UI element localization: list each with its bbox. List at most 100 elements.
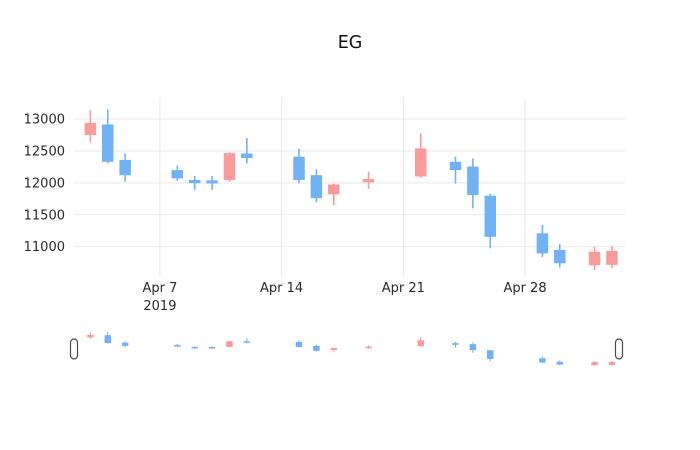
- rangeslider-right-handle[interactable]: [614, 338, 624, 360]
- rangeslider-candle-body: [313, 345, 320, 351]
- x-axis-labels: Apr 7 2019 Apr 14 Apr 21 Apr 28: [142, 281, 546, 314]
- rangeslider-candle: [191, 346, 198, 350]
- rangeslider-candle-body: [174, 344, 181, 347]
- candle[interactable]: [84, 110, 97, 143]
- rangeslider-candle-body: [243, 341, 251, 343]
- candle-body: [414, 148, 427, 177]
- rangeslider-candle: [330, 347, 338, 353]
- candle-body: [293, 156, 305, 181]
- candle[interactable]: [362, 171, 375, 189]
- rangeslider-left-handle[interactable]: [69, 338, 79, 360]
- rangeslider-candle-body: [87, 334, 94, 338]
- candle[interactable]: [536, 224, 549, 257]
- plot-area[interactable]: [73, 98, 625, 277]
- candle[interactable]: [241, 137, 253, 164]
- x-tick-sublabel: 2019: [143, 299, 176, 314]
- rangeslider-candle-body: [417, 340, 424, 347]
- candle-body: [328, 184, 340, 195]
- rangeslider-candle-body: [191, 346, 198, 349]
- rangeslider-candle-body: [330, 347, 338, 350]
- rangeslider-candle: [452, 342, 459, 348]
- candle[interactable]: [223, 152, 236, 182]
- rangeslider-candle-body: [295, 342, 303, 347]
- rangeslider-candle-body: [121, 342, 129, 346]
- candle-body: [536, 233, 549, 254]
- candle-body: [119, 159, 131, 176]
- candle[interactable]: [484, 193, 497, 249]
- candle-body: [171, 170, 184, 179]
- rangeslider-candle: [469, 342, 477, 353]
- candle[interactable]: [310, 169, 323, 203]
- x-tick-label: Apr 7: [142, 281, 177, 296]
- y-tick-label: 11500: [24, 208, 65, 223]
- candles-layer: [84, 109, 618, 270]
- rangeslider: [69, 328, 628, 370]
- y-tick-label: 11000: [24, 240, 65, 255]
- rangeslider-candle: [487, 349, 494, 362]
- rangeslider-candle-body: [556, 361, 564, 365]
- candle-body: [223, 153, 236, 181]
- rangeslider-track[interactable]: [70, 328, 628, 370]
- candle-body: [188, 180, 201, 184]
- rangeslider-candle: [591, 361, 598, 366]
- candle[interactable]: [449, 156, 462, 184]
- rangeslider-candle: [295, 340, 303, 348]
- rangeslider-candle: [556, 360, 564, 366]
- rangeslider-candle: [226, 341, 233, 348]
- chart-title: EG: [338, 33, 363, 53]
- candle[interactable]: [467, 158, 479, 209]
- candle-body: [362, 179, 375, 183]
- candle-body: [449, 161, 462, 171]
- rangeslider-candle: [313, 344, 320, 352]
- candle[interactable]: [171, 165, 184, 181]
- rangeslider-candle-body: [104, 335, 112, 344]
- rangeslider-candle-body: [469, 344, 477, 351]
- y-axis-labels: 11000 11500 12000 12500 13000: [24, 113, 65, 256]
- y-tick-label: 12500: [24, 144, 65, 159]
- y-tick-label: 13000: [24, 113, 65, 128]
- rangeslider-candle: [87, 332, 94, 339]
- rangeslider-candle: [104, 332, 112, 344]
- candle-body: [241, 153, 253, 158]
- candle-body: [102, 124, 114, 162]
- candle[interactable]: [188, 175, 201, 190]
- candle-body: [606, 250, 618, 265]
- rangeslider-candle-body: [591, 362, 598, 365]
- rangeslider-candle-body: [539, 358, 546, 363]
- candle-body: [588, 251, 601, 266]
- candle-body: [310, 175, 323, 199]
- x-tick-label: Apr 21: [382, 281, 425, 296]
- rangeslider-candle: [417, 337, 424, 347]
- rangeslider-candle-body: [208, 347, 216, 349]
- candle-body: [554, 249, 566, 264]
- rangeslider-candle: [243, 338, 251, 344]
- rangeslider-candle: [608, 360, 616, 366]
- candle[interactable]: [606, 246, 618, 269]
- rangeslider-candle: [365, 345, 372, 349]
- rangeslider-candle: [174, 343, 181, 348]
- candle-body: [484, 195, 497, 237]
- gridlines: [73, 98, 625, 277]
- candle-body: [84, 122, 97, 136]
- rangeslider-candle: [539, 356, 546, 364]
- rangeslider-candle-body: [365, 346, 372, 349]
- rangeslider-candle-body: [487, 350, 494, 359]
- candle[interactable]: [328, 183, 340, 206]
- y-tick-label: 12000: [24, 176, 65, 191]
- candle[interactable]: [293, 149, 305, 184]
- rangeslider-candle: [208, 346, 216, 350]
- rangeslider-candle-body: [226, 341, 233, 347]
- candle-body: [206, 180, 218, 184]
- rangeslider-candle: [121, 341, 129, 348]
- candle[interactable]: [414, 133, 427, 178]
- candle[interactable]: [554, 244, 566, 268]
- candle[interactable]: [102, 109, 114, 164]
- x-tick-label: Apr 28: [503, 281, 546, 296]
- candle[interactable]: [588, 246, 601, 270]
- x-tick-label: Apr 14: [260, 281, 303, 296]
- candle[interactable]: [119, 153, 131, 182]
- candle[interactable]: [206, 175, 218, 190]
- candle-body: [467, 166, 479, 195]
